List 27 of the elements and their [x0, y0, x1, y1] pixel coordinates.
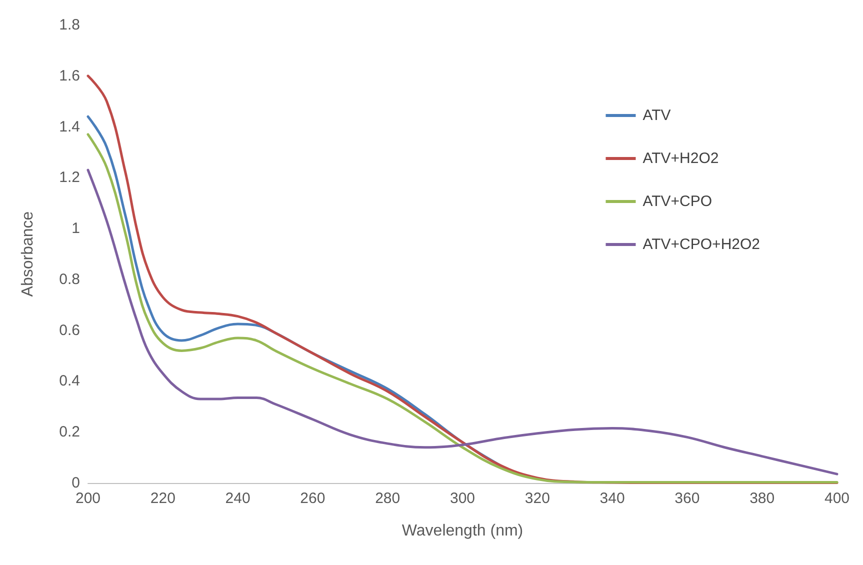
x-tick-label: 300: [450, 490, 476, 507]
y-tick-label: 1.8: [59, 16, 80, 34]
x-tick-label: 400: [824, 490, 850, 507]
x-tick-label: 260: [300, 490, 326, 507]
x-tick-label: 340: [600, 490, 625, 507]
legend-label: ATV+H2O2: [642, 150, 719, 167]
x-tick-label: 200: [75, 490, 101, 507]
x-tick-label: 240: [225, 490, 250, 507]
y-tick-label: 0.4: [59, 372, 80, 390]
x-tick-label: 320: [524, 490, 550, 507]
y-tick-label: 1.6: [59, 67, 80, 84]
y-tick-label: 0: [72, 474, 80, 492]
y-tick-label: 1.4: [59, 118, 80, 136]
legend-label: ATV+CPO+H2O2: [642, 236, 760, 253]
y-tick-label: 0.2: [59, 424, 80, 441]
y-tick-label: 1: [72, 220, 80, 238]
y-tick-label: 0.8: [59, 270, 80, 288]
x-tick-label: 360: [674, 490, 700, 507]
legend-label: ATV+CPO: [642, 193, 712, 210]
x-tick-label: 280: [375, 490, 400, 507]
y-axis-title: Absorbance: [20, 211, 36, 297]
y-tick-label: 0.6: [59, 322, 80, 339]
x-tick-label: 220: [150, 490, 176, 507]
x-axis-title: Wavelength (nm): [402, 522, 524, 540]
legend-label: ATV: [642, 107, 671, 124]
y-tick-label: 1.2: [59, 169, 80, 186]
x-tick-label: 380: [750, 490, 775, 507]
